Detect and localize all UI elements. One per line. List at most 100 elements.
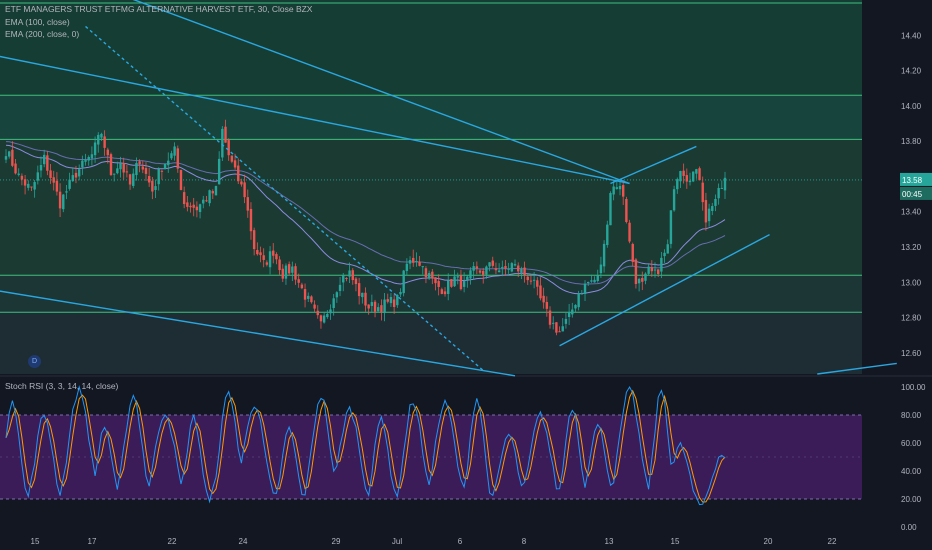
candle-body-222 (711, 206, 714, 211)
candle-body-13 (46, 155, 49, 171)
candle-body-0 (4, 156, 8, 160)
candle-body-76 (246, 197, 249, 211)
stoch-rsi-pane (5, 385, 726, 506)
candle-body-52 (170, 153, 173, 159)
candle-body-100 (322, 315, 326, 323)
trendline-dotted-diagonal (85, 25, 484, 372)
stoch-k-line (5, 385, 726, 506)
candle-body-62 (202, 199, 205, 204)
candle-body-159 (510, 263, 514, 272)
candle-body-142 (456, 276, 459, 278)
candle-body-34 (112, 173, 116, 175)
candle-body-110 (354, 278, 358, 285)
candle-body-102 (329, 309, 332, 314)
candle-body-123 (396, 294, 399, 306)
candle-body-138 (443, 291, 447, 295)
candle-body-26 (87, 156, 90, 161)
zone-lower (0, 275, 862, 313)
candle-body-75 (243, 182, 246, 198)
candle-body-164 (526, 276, 529, 281)
legend-ema-100: EMA (100, close) (5, 17, 70, 27)
time-axis-tick-5: Jul (392, 537, 402, 546)
candle-body-193 (618, 186, 622, 190)
candle-body-44 (144, 167, 148, 174)
candle-body-8 (30, 186, 33, 188)
candle-body-45 (147, 175, 151, 183)
candle-body-154 (494, 268, 498, 271)
candle-body-63 (205, 200, 208, 202)
candle-body-147 (472, 266, 475, 271)
candle-body-185 (593, 279, 596, 283)
candle-body-177 (567, 312, 571, 317)
zone-upper-mid (0, 95, 862, 140)
candle-body-5 (20, 175, 24, 180)
candle-body-4 (17, 173, 20, 175)
candle-body-221 (707, 208, 711, 222)
candle-body-190 (609, 193, 612, 226)
candle-body-156 (501, 266, 504, 269)
candle-body-104 (335, 292, 339, 298)
candle-body-56 (182, 192, 186, 205)
candle-body-82 (265, 262, 269, 265)
candle-body-198 (634, 259, 638, 284)
price-tags: 13.58 00:45 (900, 172, 932, 200)
candle-body-77 (249, 208, 253, 232)
candle-body-16 (55, 180, 59, 192)
candle-body-115 (370, 302, 374, 306)
candle-body-153 (491, 260, 494, 266)
candle-body-171 (548, 310, 552, 325)
price-axis-tick-8: 12.80 (901, 314, 922, 323)
candle-body-168 (539, 285, 542, 299)
candle-body-23 (77, 169, 81, 177)
candle-body-91 (294, 266, 297, 280)
pane-separator (0, 374, 862, 380)
ema-100-line (5, 144, 726, 295)
candle-body-172 (552, 322, 555, 324)
candle-body-81 (262, 255, 265, 260)
d-marker[interactable]: D (28, 355, 41, 368)
candle-body-122 (392, 299, 396, 307)
candle-body-179 (574, 304, 577, 309)
countdown-tag (900, 186, 932, 200)
candle-body-27 (90, 154, 94, 159)
candle-body-160 (513, 264, 517, 266)
candle-body-170 (545, 302, 549, 309)
candle-body-32 (106, 149, 110, 156)
candle-body-196 (628, 222, 631, 242)
time-axis-tick-4: 29 (332, 537, 341, 546)
candle-body-36 (119, 163, 122, 170)
candle-body-223 (714, 199, 717, 206)
candle-body-208 (666, 244, 669, 254)
candle-body-188 (602, 243, 606, 267)
candle-body-145 (466, 276, 469, 280)
candle-body-137 (440, 289, 444, 294)
candle-body-25 (84, 159, 87, 162)
candle-body-70 (227, 140, 230, 156)
price-axis-tick-0: 14.40 (901, 31, 922, 40)
candle-body-43 (141, 166, 145, 170)
candle-body-42 (138, 161, 141, 165)
price-axis-tick-1: 14.20 (901, 67, 922, 76)
time-axis-tick-6: 6 (458, 537, 463, 546)
candle-body-136 (437, 280, 440, 287)
candle-body-61 (198, 204, 202, 212)
time-axis-tick-11: 22 (828, 537, 837, 546)
zone-bottom (0, 312, 862, 374)
price-axis-tick-3: 13.80 (901, 137, 922, 146)
candle-body-12 (42, 154, 46, 165)
candle-body-24 (81, 160, 84, 168)
candle-body-64 (208, 190, 211, 204)
candle-body-109 (351, 270, 354, 281)
candle-body-96 (310, 296, 313, 303)
candle-body-73 (237, 165, 240, 182)
candle-body-178 (571, 309, 574, 315)
stoch-axis-tick-2: 60.00 (901, 439, 922, 448)
candle-body-33 (109, 154, 113, 175)
candle-body-161 (517, 265, 520, 272)
candle-body-128 (412, 257, 415, 263)
candle-body-111 (357, 283, 361, 297)
candle-body-15 (52, 177, 55, 183)
candle-body-83 (268, 251, 272, 268)
candle-body-9 (33, 182, 36, 190)
